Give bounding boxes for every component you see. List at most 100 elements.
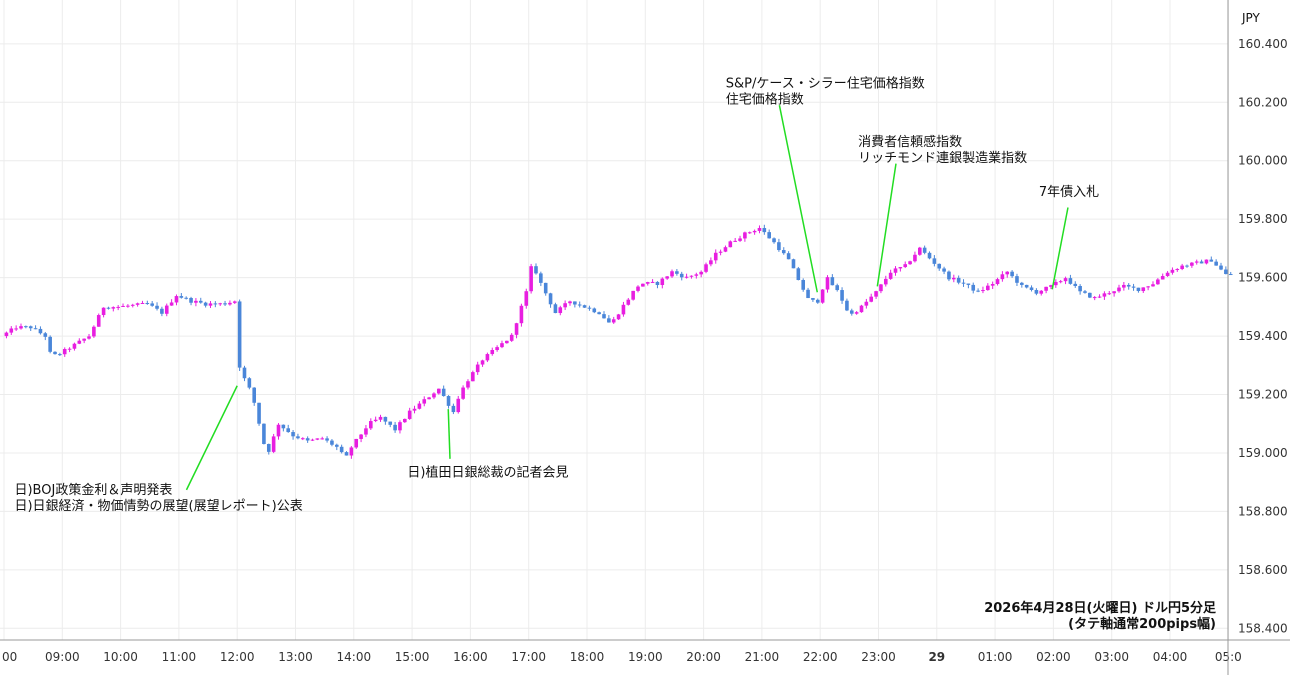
annotation-connector: [876, 163, 897, 287]
x-tick-label: 09:00: [45, 650, 80, 664]
candle-body: [883, 278, 888, 285]
y-tick-label: 158.400: [1238, 621, 1288, 635]
candle-body: [607, 318, 611, 323]
candle-body: [155, 305, 159, 309]
candle-body: [854, 312, 859, 314]
candles: [4, 224, 1233, 459]
candle-body: [650, 281, 655, 283]
y-tick-label: 159.800: [1238, 212, 1288, 226]
candle-body: [786, 253, 791, 260]
candle-body: [286, 428, 291, 433]
candle-body: [597, 312, 601, 315]
candle-body: [262, 423, 266, 445]
candle-body: [48, 336, 52, 352]
x-tick-label: 04:00: [1153, 650, 1188, 664]
candle-body: [4, 332, 9, 337]
candle-body: [1092, 297, 1097, 299]
candle-body: [53, 351, 57, 355]
candle-body: [1078, 286, 1082, 292]
candle-body: [1112, 291, 1116, 294]
candle-body: [514, 323, 519, 335]
candle-body: [942, 268, 946, 272]
candle-body: [271, 436, 276, 452]
x-tick-label: 29: [928, 650, 945, 664]
candle-body: [840, 290, 844, 301]
candle-body: [772, 238, 776, 243]
y-tick-label: 160.400: [1238, 37, 1288, 51]
candle-body: [1170, 269, 1175, 273]
candle-body: [927, 252, 932, 259]
candle-body: [354, 438, 359, 448]
candle-body: [1034, 290, 1039, 294]
candle-body: [490, 350, 495, 355]
candle-body: [189, 297, 193, 303]
candle-body: [1088, 292, 1092, 298]
candle-body: [815, 299, 820, 303]
candle-body: [82, 338, 86, 341]
candle-body: [917, 247, 922, 255]
candle-body: [849, 310, 854, 314]
candle-body: [791, 259, 796, 269]
y-tick-label: 158.600: [1238, 563, 1288, 577]
candle-body: [845, 300, 849, 311]
candle-body: [1175, 269, 1180, 271]
candle-body: [87, 336, 91, 339]
chart-caption: 2026年4月28日(火曜日) ドル円5分足: [984, 600, 1217, 616]
candle-body: [835, 285, 840, 291]
candle-body: [1102, 293, 1107, 297]
candle-body: [636, 286, 640, 291]
candle-body: [471, 372, 475, 382]
annotation-text: 日)BOJ政策金利＆声明発表: [14, 482, 172, 498]
x-tick-label: 20:00: [686, 650, 721, 664]
candle-body: [213, 303, 218, 305]
candle-body: [728, 241, 733, 248]
candle-body: [655, 281, 660, 286]
candle-body: [966, 283, 971, 285]
candle-body: [811, 298, 815, 300]
candle-body: [961, 282, 966, 284]
candle-body: [33, 328, 38, 330]
candle-body: [169, 302, 174, 306]
candle-body: [339, 446, 344, 453]
candle-body: [126, 305, 130, 307]
x-tick-label: 12:00: [220, 650, 255, 664]
candle-body: [990, 284, 995, 286]
candle-body: [777, 242, 781, 251]
candle-body: [446, 396, 451, 406]
candle-body: [1199, 261, 1204, 264]
x-tick-label: 13:00: [278, 650, 313, 664]
candle-body: [310, 439, 315, 441]
chart-caption: (タテ軸通常200pips幅): [1068, 616, 1216, 632]
x-tick-label: 18:00: [570, 650, 605, 664]
candle-body: [388, 421, 393, 425]
candle-body: [38, 328, 43, 334]
x-tick-label: 00: [2, 650, 17, 664]
candle-body: [179, 296, 184, 298]
candle-body: [223, 303, 227, 305]
candle-body: [743, 232, 747, 239]
candle-body: [893, 268, 898, 273]
candle-body: [228, 302, 232, 305]
candle-body: [947, 271, 951, 280]
candle-body: [713, 252, 718, 261]
candle-body: [1054, 281, 1058, 286]
candle-body: [232, 301, 237, 303]
candle-body: [660, 278, 665, 286]
candle-body: [981, 290, 985, 292]
candle-body: [1219, 265, 1223, 270]
candle-body: [587, 307, 592, 309]
candle-body: [704, 264, 708, 272]
candle-body: [495, 347, 499, 351]
candle-body: [461, 387, 465, 399]
candle-body: [14, 328, 18, 330]
candle-body: [121, 305, 125, 307]
candle-body: [315, 438, 320, 440]
candle-body: [869, 296, 874, 302]
candle-body: [738, 238, 742, 241]
candle-body: [1005, 271, 1010, 275]
candle-body: [203, 302, 208, 306]
candle-body: [58, 354, 62, 356]
candle-body: [242, 367, 247, 379]
